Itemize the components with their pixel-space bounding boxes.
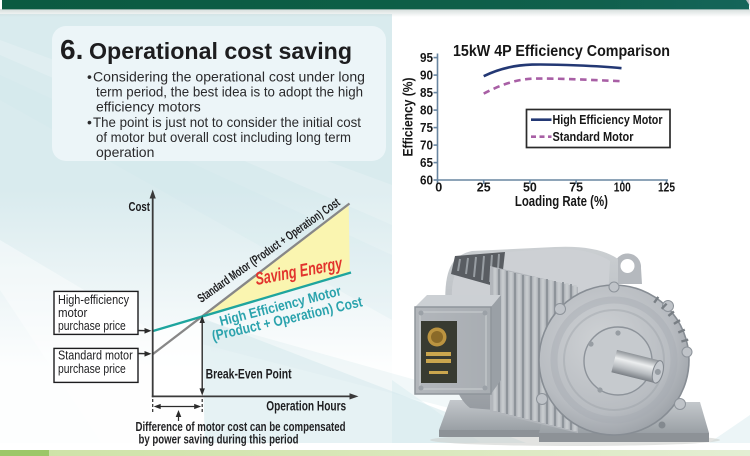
svg-text:0: 0	[435, 180, 442, 195]
svg-text:The point is just not to consi: The point is just not to consider the in…	[93, 114, 361, 130]
svg-text:Efficiency (%): Efficiency (%)	[401, 78, 416, 157]
svg-text:Standard motor: Standard motor	[58, 348, 133, 363]
svg-text:70: 70	[420, 138, 433, 153]
svg-text:efficiency motors: efficiency motors	[96, 99, 201, 115]
svg-text:purchase price: purchase price	[58, 361, 126, 376]
svg-text:80: 80	[420, 103, 433, 118]
svg-text:60: 60	[420, 172, 433, 187]
svg-text:15kW 4P Efficiency Comparison: 15kW 4P Efficiency Comparison	[453, 43, 670, 60]
svg-text:Difference of motor cost can b: Difference of motor cost can be compensa…	[136, 419, 346, 434]
svg-text:Considering the operational co: Considering the operational cost under l…	[93, 69, 365, 85]
svg-text:Standard Motor: Standard Motor	[553, 129, 634, 144]
svg-text:Break-Even Point: Break-Even Point	[206, 366, 292, 381]
svg-text:of motor but overall cost incl: of motor but overall cost including long…	[96, 129, 351, 145]
svg-text:Loading Rate (%): Loading Rate (%)	[515, 194, 608, 210]
svg-text:100: 100	[614, 180, 631, 195]
svg-text:90: 90	[420, 68, 433, 83]
svg-text:75: 75	[569, 180, 583, 195]
svg-text:65: 65	[420, 155, 433, 170]
svg-text:•: •	[87, 114, 92, 130]
svg-text:term period, the best idea is: term period, the best idea is to adopt t…	[96, 84, 363, 100]
svg-text:•: •	[87, 69, 92, 85]
svg-text:by power saving during this pe: by power saving during this period	[139, 432, 299, 447]
svg-text:95: 95	[420, 50, 433, 65]
svg-text:Operational cost saving: Operational cost saving	[89, 38, 352, 64]
svg-text:High Efficiency Motor: High Efficiency Motor	[553, 112, 663, 127]
svg-text:85: 85	[420, 85, 433, 100]
svg-text:6.: 6.	[60, 34, 83, 65]
svg-text:Cost: Cost	[129, 199, 151, 214]
svg-text:125: 125	[658, 180, 675, 195]
svg-text:High-efficiency: High-efficiency	[58, 292, 130, 307]
svg-text:motor: motor	[58, 305, 88, 320]
svg-text:50: 50	[523, 180, 537, 195]
svg-text:operation: operation	[96, 144, 154, 160]
svg-text:purchase price: purchase price	[58, 318, 126, 333]
svg-text:25: 25	[477, 180, 491, 195]
svg-text:Operation Hours: Operation Hours	[266, 399, 346, 414]
svg-text:75: 75	[420, 120, 433, 135]
